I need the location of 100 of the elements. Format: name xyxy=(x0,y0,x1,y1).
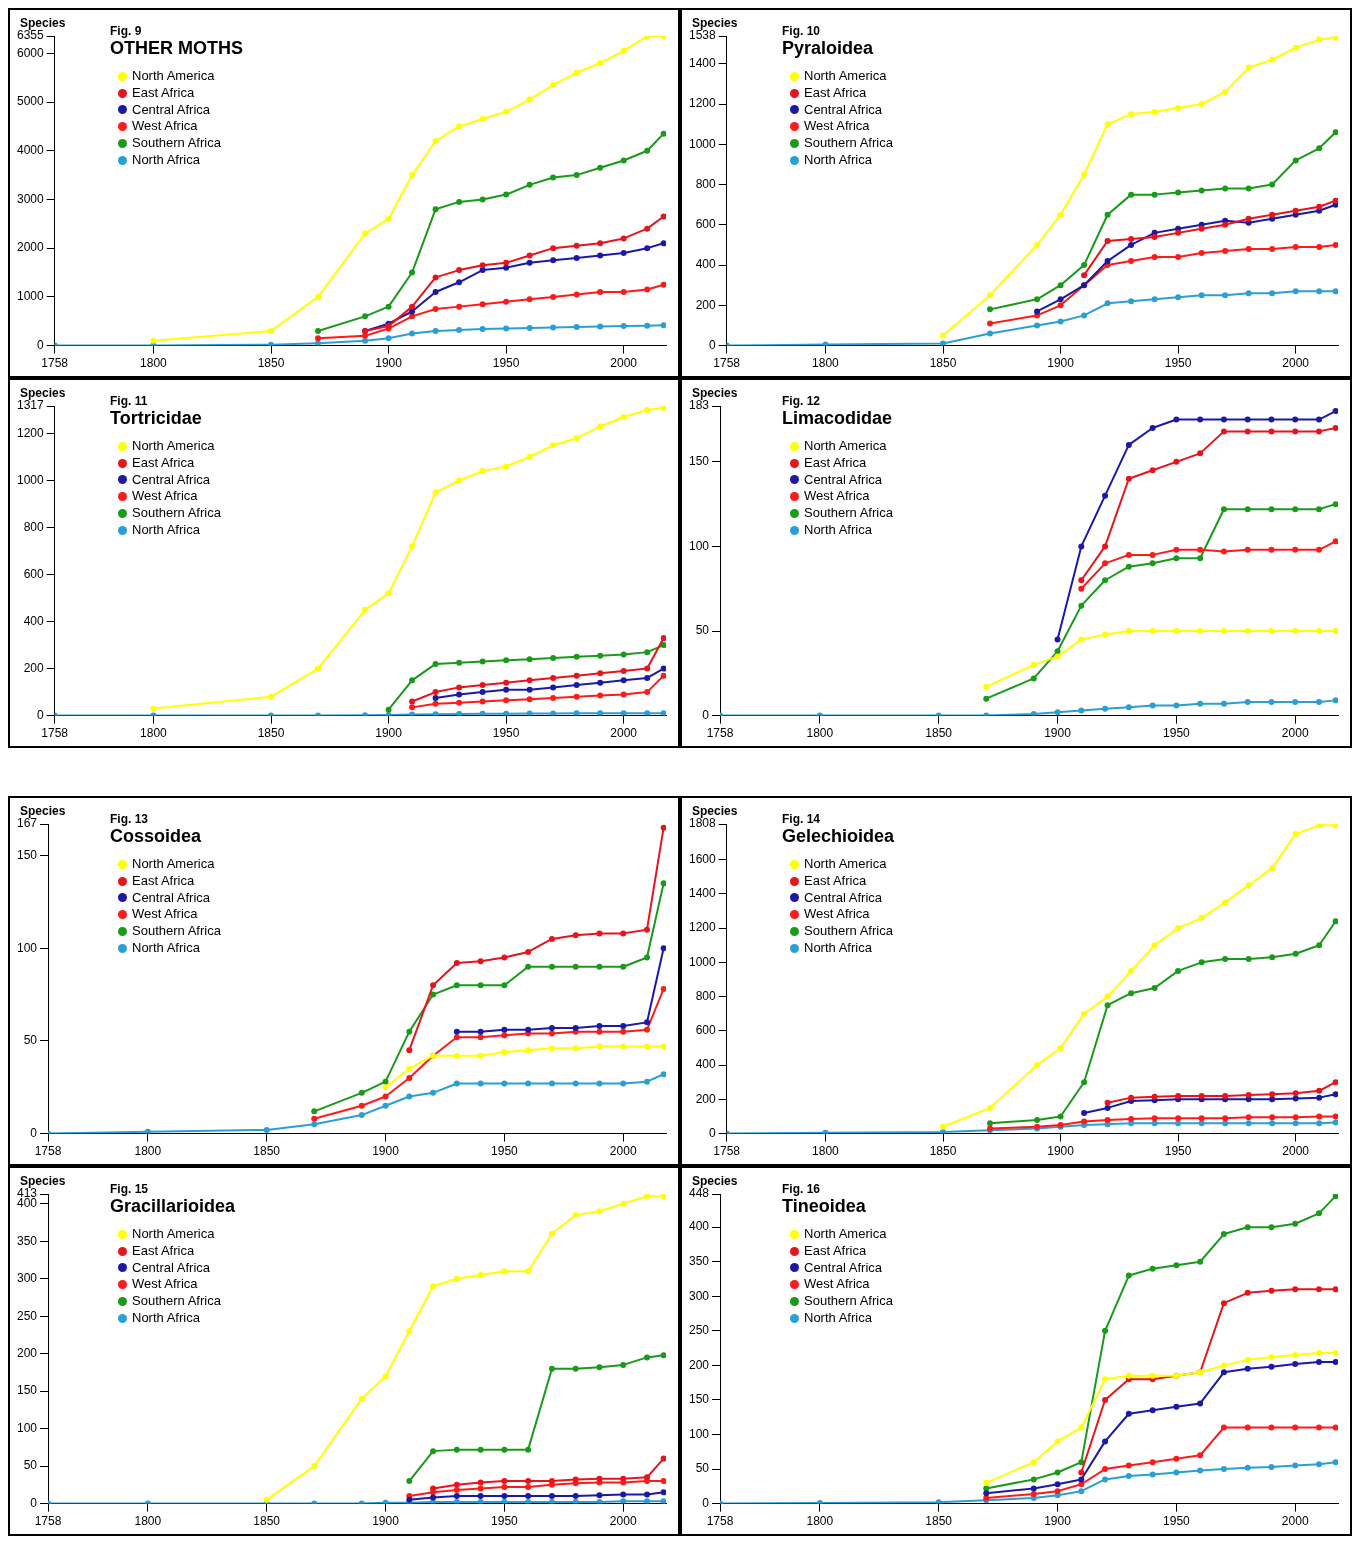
x-tick-label: 1850 xyxy=(257,726,285,741)
point xyxy=(643,954,650,961)
point xyxy=(1173,1455,1180,1462)
point xyxy=(597,240,604,247)
point xyxy=(1057,302,1064,309)
point xyxy=(620,323,627,330)
point xyxy=(660,986,666,992)
point xyxy=(477,1446,484,1453)
y-tick-label: 400 xyxy=(695,1057,717,1072)
point xyxy=(620,250,627,257)
legend-label: West Africa xyxy=(132,118,198,136)
point xyxy=(430,1494,437,1501)
point xyxy=(525,1047,532,1054)
point xyxy=(525,1493,532,1500)
point xyxy=(644,322,651,329)
point xyxy=(409,172,416,179)
x-tick-label: 1800 xyxy=(806,1514,834,1529)
point xyxy=(1102,492,1109,499)
point xyxy=(477,1034,484,1041)
point xyxy=(1104,993,1111,1000)
point xyxy=(987,320,994,327)
point xyxy=(1078,577,1085,584)
point xyxy=(1057,282,1064,289)
point xyxy=(382,1102,389,1109)
legend-label: North Africa xyxy=(132,521,200,539)
point xyxy=(573,682,580,689)
point xyxy=(1220,1424,1227,1431)
point xyxy=(1244,1365,1251,1372)
x-tick-label: 2000 xyxy=(1281,1514,1309,1529)
point xyxy=(1104,211,1111,218)
point xyxy=(385,335,392,342)
x-tick-label: 1900 xyxy=(375,726,403,741)
point xyxy=(1332,129,1338,136)
legend-label: North Africa xyxy=(804,151,872,169)
point xyxy=(620,47,627,54)
point xyxy=(1128,298,1135,305)
point xyxy=(550,174,557,181)
point xyxy=(1175,967,1182,974)
legend-label: West Africa xyxy=(804,906,870,924)
point xyxy=(432,306,439,313)
point xyxy=(620,1043,627,1050)
x-tick-label: 1950 xyxy=(491,1144,519,1159)
point xyxy=(406,1093,413,1100)
point xyxy=(1175,229,1182,236)
point xyxy=(550,684,557,691)
point xyxy=(1149,1459,1156,1466)
point xyxy=(1198,187,1205,194)
point xyxy=(453,1275,460,1282)
x-tick-label: 2000 xyxy=(609,1144,637,1159)
point xyxy=(406,1028,413,1035)
x-tick-label: 1800 xyxy=(806,726,834,741)
point xyxy=(1173,555,1180,562)
point xyxy=(501,1049,508,1056)
chart-subtitle: OTHER MOTHS xyxy=(110,38,243,59)
point xyxy=(525,1499,532,1504)
point xyxy=(1316,288,1323,295)
point xyxy=(1269,181,1276,188)
point xyxy=(1034,322,1041,329)
y-tick-label: 3000 xyxy=(16,191,45,206)
y-tick-label: 448 xyxy=(688,1186,710,1201)
chart-subtitle: Gracillarioidea xyxy=(110,1196,236,1217)
point xyxy=(385,215,392,222)
x-tick-label: 1900 xyxy=(372,1514,400,1529)
point xyxy=(1081,262,1088,269)
point xyxy=(660,322,666,329)
point xyxy=(526,710,533,716)
y-axis-title: Species xyxy=(20,804,66,818)
y-tick-label: 100 xyxy=(688,1426,710,1441)
point xyxy=(1269,56,1276,63)
point xyxy=(382,1078,389,1085)
point xyxy=(525,948,532,955)
y-tick-label: 250 xyxy=(688,1323,710,1338)
point xyxy=(432,711,439,716)
point xyxy=(479,326,486,333)
point xyxy=(1078,1424,1085,1431)
point xyxy=(1034,296,1041,303)
point xyxy=(1081,1110,1088,1117)
x-tick-label: 1950 xyxy=(492,356,520,371)
point xyxy=(503,686,510,693)
x-tick-label: 1758 xyxy=(41,726,69,741)
point xyxy=(1244,699,1251,706)
point xyxy=(572,1493,579,1500)
point xyxy=(1081,1010,1088,1017)
chart-title: Fig. 10 xyxy=(782,24,821,38)
y-tick-label: 0 xyxy=(702,707,710,722)
point xyxy=(1173,702,1180,709)
x-tick-label: 2000 xyxy=(1282,1144,1310,1159)
point xyxy=(1222,292,1229,299)
point xyxy=(1102,1466,1109,1473)
point xyxy=(385,706,392,713)
point xyxy=(548,1030,555,1037)
point xyxy=(432,689,439,696)
y-tick-label: 1200 xyxy=(16,425,45,440)
point xyxy=(1269,211,1276,218)
point xyxy=(1332,1091,1338,1098)
point xyxy=(1081,272,1088,279)
point xyxy=(263,1126,270,1133)
point xyxy=(1316,36,1323,43)
legend-label: West Africa xyxy=(132,906,198,924)
legend-label: Southern Africa xyxy=(804,923,893,940)
